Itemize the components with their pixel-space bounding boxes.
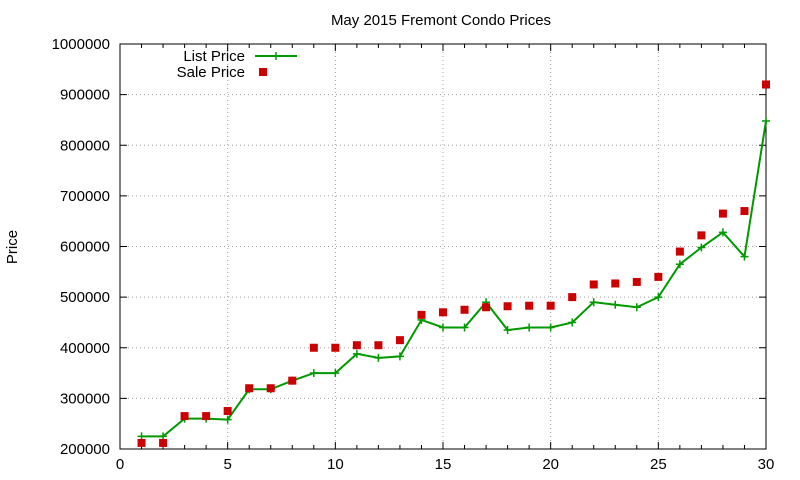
sale-price-point	[288, 376, 297, 385]
sale-price-point	[697, 231, 706, 240]
plot-frame	[119, 43, 767, 450]
list-price-point	[654, 293, 663, 302]
sale-price-point	[439, 308, 447, 317]
sale-price-point	[589, 280, 598, 289]
sale-price-point	[718, 209, 727, 218]
list-price-point	[352, 349, 361, 358]
sale-price-point	[309, 343, 318, 352]
y-tick-label: 800000	[60, 137, 110, 154]
list-price-point	[697, 243, 706, 252]
y-axis-title: Price	[4, 230, 21, 264]
list-price-point	[675, 260, 684, 269]
grid-lines	[120, 44, 766, 449]
legend-marker-sale-price	[259, 68, 267, 76]
sale-price-point	[266, 384, 275, 393]
list-price-point	[525, 323, 534, 332]
list-price-point	[762, 116, 770, 125]
list-price-point	[503, 326, 512, 335]
sale-price-point	[374, 341, 383, 350]
x-tick-label: 30	[758, 456, 775, 473]
series-layer	[137, 80, 770, 447]
y-tick-label: 400000	[60, 340, 110, 357]
legend-label-sale-price: Sale Price	[177, 64, 245, 81]
y-tick-label: 900000	[60, 87, 110, 104]
x-tick-label: 0	[116, 456, 124, 473]
list-price-point	[223, 415, 232, 424]
sale-price-point	[352, 341, 361, 350]
list-price-line	[141, 120, 767, 438]
list-price-point	[395, 352, 404, 361]
sale-price-point	[611, 279, 620, 288]
sale-price-point	[762, 80, 770, 89]
list-price-point	[546, 323, 555, 332]
list-price-point	[309, 369, 318, 378]
list-price-point	[439, 323, 447, 332]
y-tick-label: 1000000	[52, 36, 110, 53]
list-price-point	[740, 252, 749, 261]
x-tick-label: 10	[327, 456, 344, 473]
legend-label-list-price: List Price	[183, 48, 245, 65]
x-tick-label: 15	[435, 456, 452, 473]
sale-price-point	[503, 302, 512, 311]
y-tick-label: 700000	[60, 188, 110, 205]
sale-price-point	[654, 272, 663, 281]
y-tick-label: 500000	[60, 289, 110, 306]
sale-price-point	[546, 301, 555, 310]
legend-marker-list-price	[272, 52, 280, 60]
sale-price-point	[331, 343, 340, 352]
sale-price-point	[482, 303, 491, 312]
y-tick-label: 200000	[60, 441, 110, 458]
x-tick-label: 20	[542, 456, 559, 473]
sale-price-point	[223, 407, 232, 416]
y-tick-label: 300000	[60, 390, 110, 407]
sale-price-point	[245, 384, 254, 393]
sale-price-point	[740, 207, 749, 216]
sale-price-point	[675, 247, 684, 256]
sale-price-point	[180, 412, 189, 421]
chart-title: May 2015 Fremont Condo Prices	[331, 12, 551, 29]
sale-price-point	[202, 412, 211, 421]
sale-price-point	[568, 293, 577, 302]
sale-price-point	[417, 310, 426, 319]
list-price-point	[589, 298, 598, 307]
sale-price-point	[137, 438, 146, 447]
list-price-point	[568, 318, 577, 327]
list-price-point	[460, 323, 469, 332]
x-tick-label: 25	[650, 456, 667, 473]
list-price-point	[611, 300, 620, 309]
list-price-point	[374, 353, 383, 362]
list-price-point	[718, 228, 727, 237]
sale-price-point	[395, 336, 404, 345]
list-price-point	[331, 369, 340, 378]
sale-price-point	[525, 301, 534, 310]
sale-price-point	[632, 277, 641, 286]
y-tick-label: 600000	[60, 239, 110, 256]
x-tick-label: 5	[223, 456, 231, 473]
list-price-point	[632, 303, 641, 312]
axes: 200000 300000 400000 500000 600000 700000 8000…	[52, 36, 775, 473]
sale-price-point	[460, 305, 469, 314]
sale-price-point	[159, 438, 168, 447]
